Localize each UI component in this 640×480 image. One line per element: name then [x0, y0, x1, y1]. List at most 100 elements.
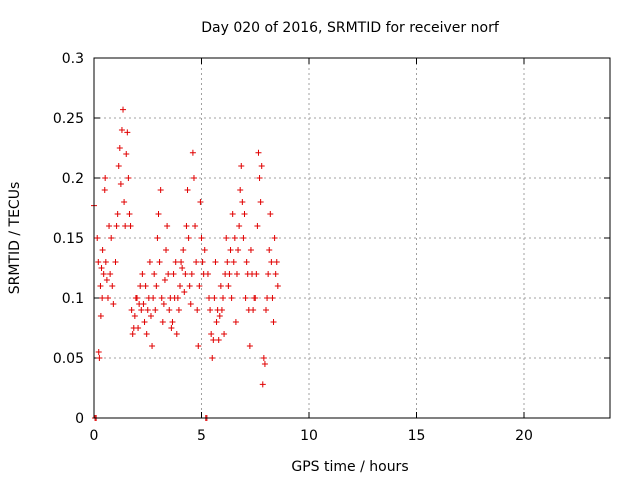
data-point [97, 283, 104, 289]
data-point [122, 223, 129, 229]
data-point [207, 307, 214, 313]
data-point [259, 381, 266, 388]
data-point [146, 259, 153, 265]
data-point [107, 271, 114, 277]
data-point [196, 283, 203, 289]
data-point [149, 343, 156, 349]
data-point [212, 259, 219, 265]
data-point [257, 199, 264, 205]
data-point [201, 247, 208, 253]
data-point [198, 235, 205, 241]
data-point [274, 283, 281, 289]
data-point [211, 295, 218, 301]
data-point [128, 307, 135, 313]
data-point [247, 247, 254, 253]
data-point [156, 259, 163, 265]
data-point [240, 235, 247, 241]
data-point [208, 331, 215, 337]
data-point [253, 271, 260, 277]
data-point [152, 307, 159, 313]
data-point [192, 223, 199, 229]
data-point [174, 295, 181, 301]
data-point [252, 295, 259, 301]
data-point [265, 271, 272, 277]
data-point [256, 175, 263, 181]
data-point [232, 319, 239, 325]
data-point [113, 223, 120, 229]
data-point [224, 259, 231, 265]
data-point [189, 149, 196, 156]
data-point [164, 223, 171, 229]
data-point [188, 271, 195, 277]
data-point [273, 259, 280, 265]
y-tick-label: 0.3 [62, 51, 84, 67]
data-point [227, 247, 234, 253]
data-point [102, 259, 109, 265]
data-point [209, 355, 216, 361]
data-point [250, 307, 257, 313]
data-point [215, 337, 222, 343]
data-point [169, 319, 176, 325]
data-point [236, 223, 243, 229]
data-point [181, 289, 188, 295]
data-point [226, 271, 233, 277]
data-point [98, 265, 105, 271]
data-point [100, 271, 107, 277]
data-points [91, 106, 281, 421]
y-tick-label: 0 [75, 411, 84, 427]
data-point [184, 187, 191, 193]
data-point [270, 319, 277, 325]
data-point [242, 295, 249, 301]
data-point [99, 247, 106, 253]
data-point [269, 295, 276, 301]
data-point [238, 163, 245, 169]
data-point [117, 181, 124, 187]
data-point [110, 301, 117, 307]
data-point [138, 307, 145, 313]
data-point [197, 199, 204, 205]
data-point [165, 271, 172, 277]
data-point [141, 319, 148, 325]
data-point [179, 265, 186, 271]
data-point [241, 211, 248, 217]
data-point [229, 211, 236, 217]
data-point [104, 295, 111, 301]
data-point [246, 343, 253, 349]
data-point [178, 259, 185, 265]
data-point [175, 307, 182, 313]
data-point [153, 283, 160, 289]
y-tick-label: 0.15 [53, 231, 84, 247]
data-point [139, 271, 146, 277]
data-point [126, 211, 133, 217]
data-point [142, 283, 149, 289]
x-tick-label: 0 [90, 428, 99, 444]
data-point [161, 277, 168, 283]
data-point [137, 283, 144, 289]
data-point [230, 259, 237, 265]
data-point [254, 223, 261, 229]
data-point [95, 349, 102, 355]
data-point [109, 283, 116, 289]
data-point [235, 247, 242, 253]
data-point [183, 223, 190, 229]
data-point [103, 277, 110, 283]
data-point [127, 223, 134, 229]
data-point [190, 175, 197, 181]
data-point [166, 307, 173, 313]
data-point [243, 259, 250, 265]
data-point [255, 149, 262, 156]
data-point [118, 127, 125, 133]
data-point [121, 199, 128, 205]
y-tick-label: 0.05 [53, 351, 84, 367]
data-point [233, 271, 240, 277]
data-point [199, 259, 206, 265]
data-point [108, 235, 115, 241]
chart-title: Day 020 of 2016, SRMTID for receiver nor… [201, 20, 500, 36]
data-point [99, 295, 106, 301]
data-point [97, 313, 104, 319]
data-point [150, 295, 157, 301]
data-point [216, 313, 223, 319]
grid [94, 58, 610, 418]
data-point [239, 199, 246, 205]
